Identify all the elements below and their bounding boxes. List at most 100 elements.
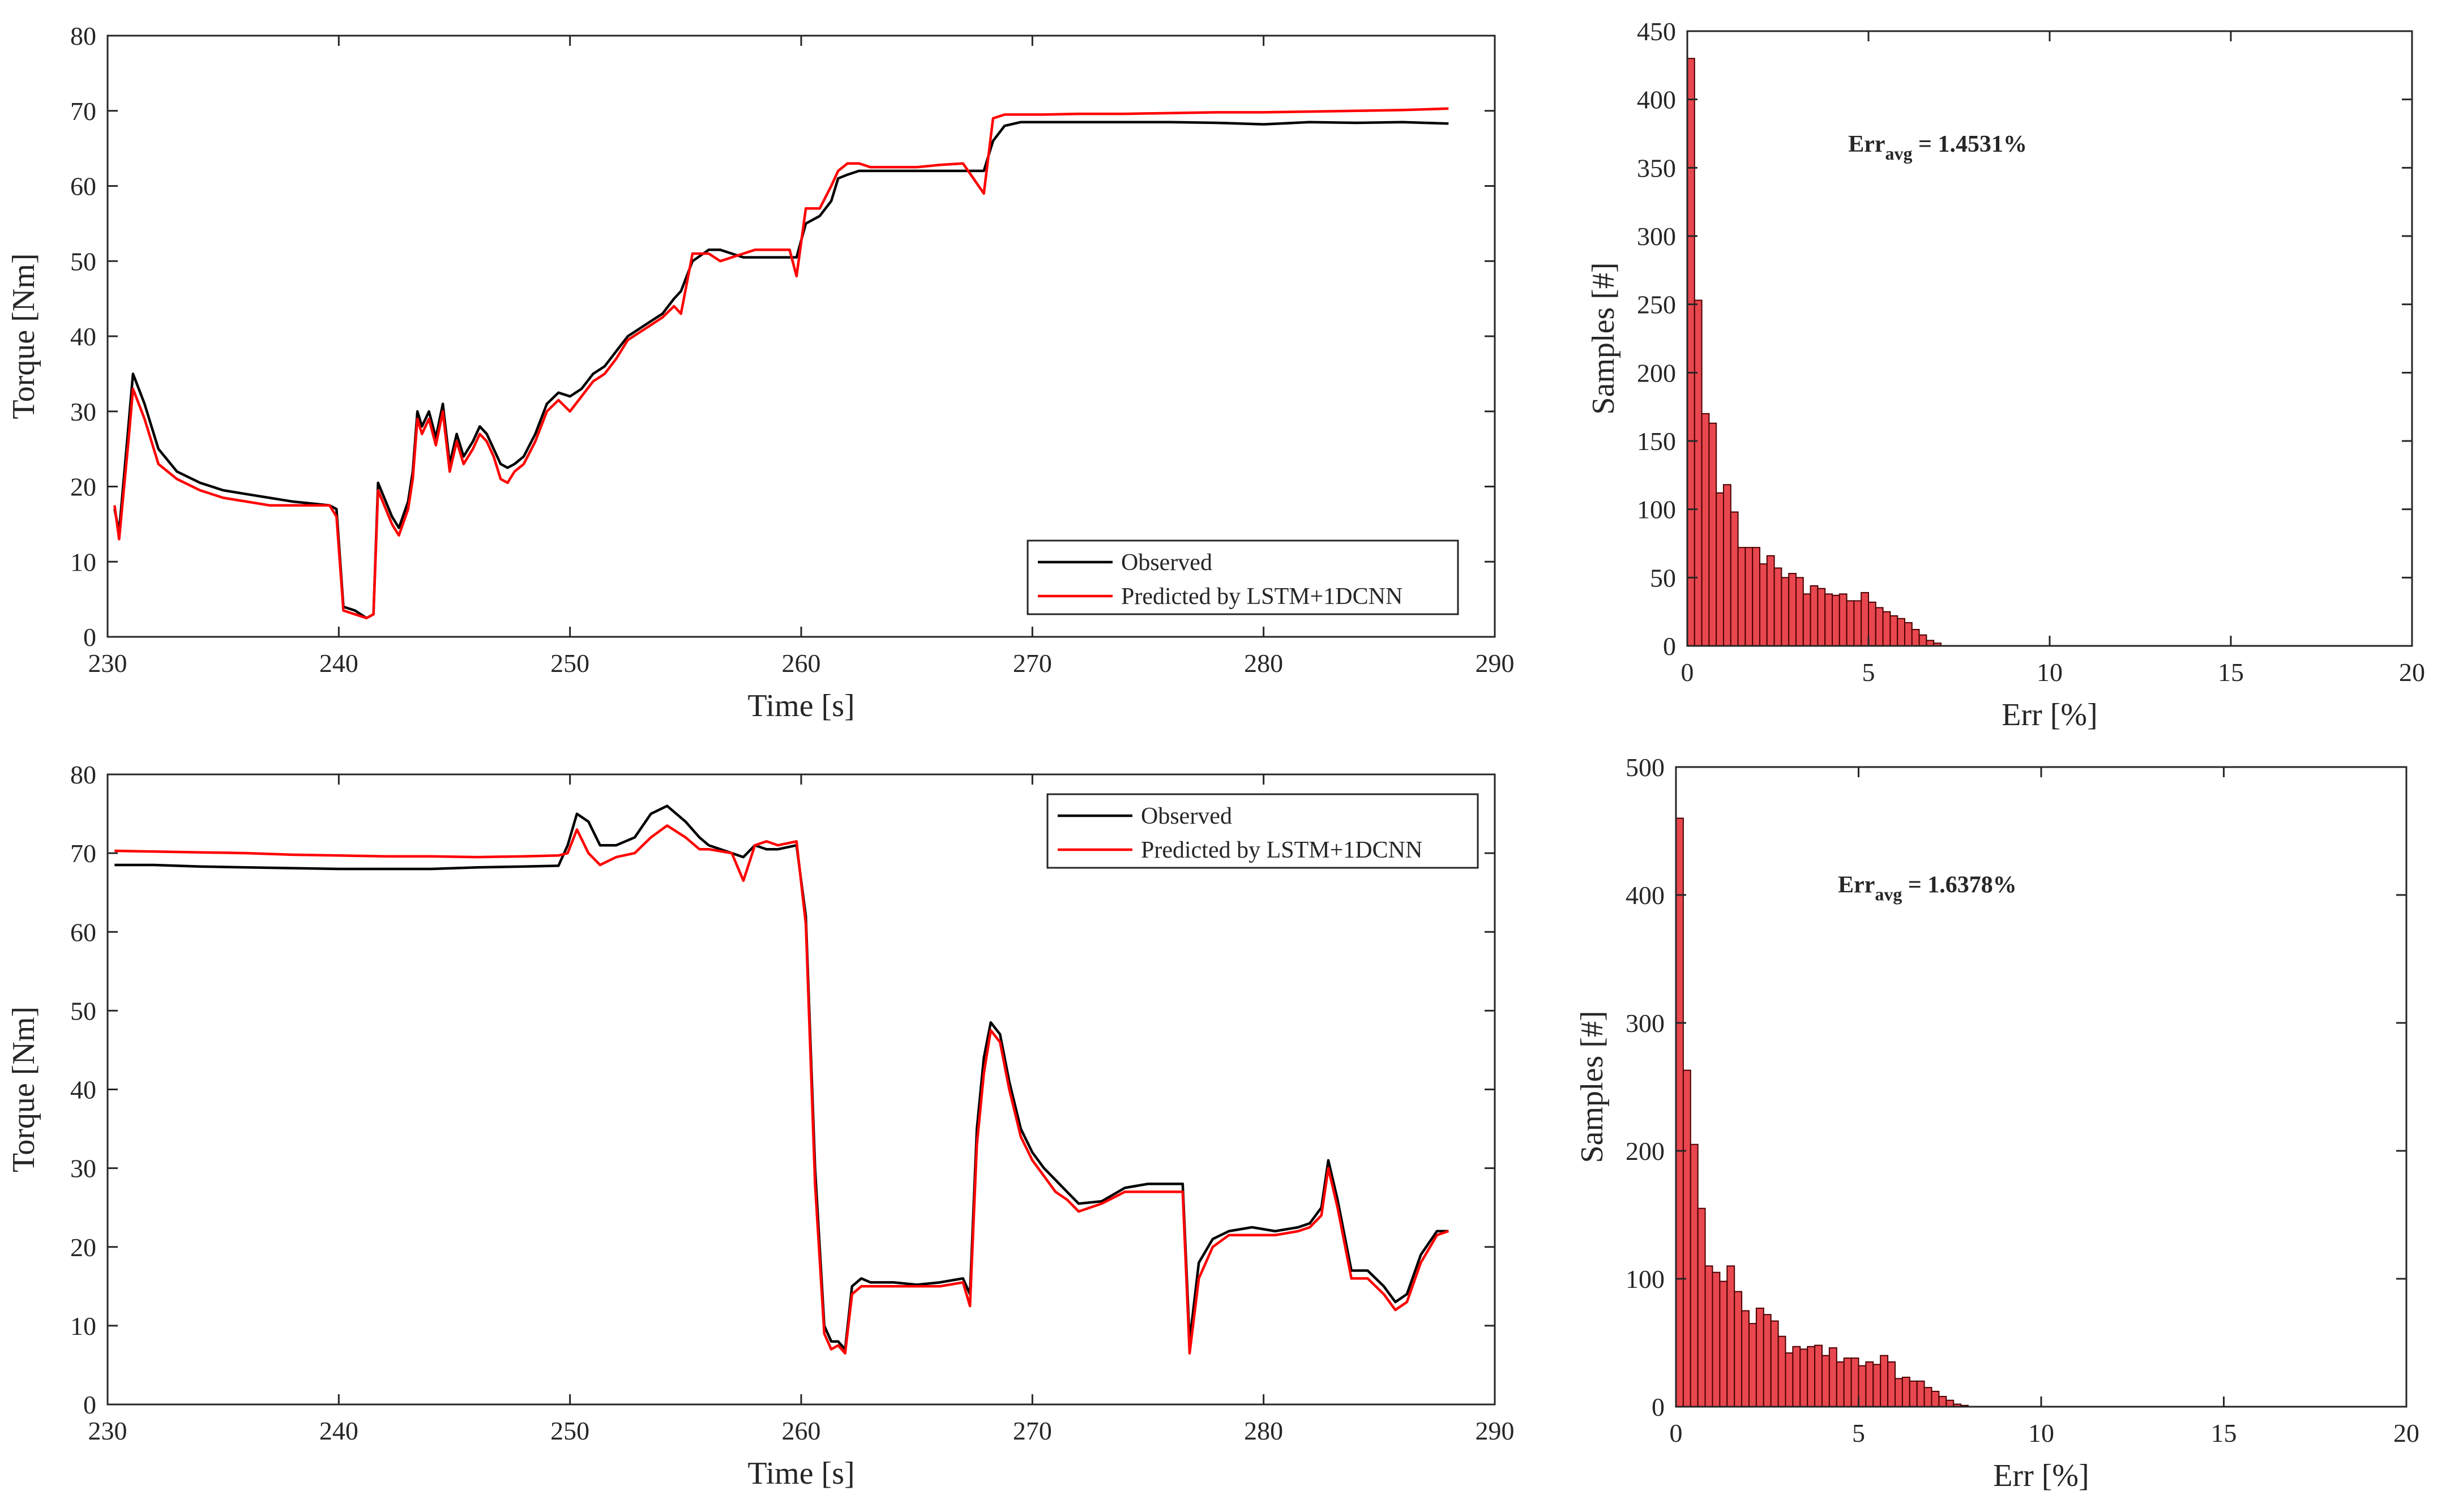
y-tick-label: 70 — [70, 839, 96, 868]
histogram-bar — [1777, 1335, 1786, 1407]
y-tick-label: 450 — [1637, 17, 1676, 46]
y-tick-label: 50 — [1650, 563, 1676, 592]
histogram-bar — [1785, 1352, 1794, 1408]
histogram-bars — [1675, 817, 1969, 1408]
histogram-bar — [1781, 577, 1790, 646]
histogram-bar — [1773, 567, 1782, 646]
histogram-bar — [1828, 1347, 1837, 1408]
histogram-bar — [1838, 593, 1848, 646]
histogram-bar — [1770, 1320, 1779, 1408]
y-tick-label: 50 — [70, 247, 96, 276]
histogram-bar — [1814, 1344, 1823, 1408]
x-tick-label: 230 — [88, 1416, 127, 1445]
y-tick-label: 40 — [70, 1076, 96, 1104]
y-axis-label: Samples [#] — [1586, 262, 1621, 414]
y-tick-label: 350 — [1637, 153, 1676, 182]
x-tick-label: 20 — [2399, 658, 2425, 687]
error-average-annotation: Erravg = 1.4531% — [1848, 131, 2027, 164]
histogram-bar — [1850, 1357, 1859, 1408]
histogram-bar — [1788, 573, 1797, 646]
histogram-bar — [1853, 600, 1862, 646]
x-axis-label: Time [s] — [747, 1456, 854, 1491]
histogram-bar — [1889, 615, 1898, 646]
x-tick-label: 250 — [550, 1416, 589, 1445]
legend-label: Predicted by LSTM+1DCNN — [1141, 837, 1422, 863]
histogram-bar — [1807, 1346, 1816, 1408]
legend: Observed Predicted by LSTM+1DCNN — [1027, 539, 1459, 615]
y-tick-label: 200 — [1637, 358, 1676, 387]
y-tick-label: 60 — [70, 918, 96, 946]
histogram-bar — [1712, 1271, 1721, 1407]
y-tick-label: 400 — [1637, 85, 1676, 114]
histogram-bar — [1931, 1390, 1940, 1407]
histogram-bar — [1916, 1380, 1925, 1408]
histogram-bar — [1799, 1348, 1808, 1408]
x-tick-label: 290 — [1476, 649, 1515, 678]
histogram-bar — [1734, 1291, 1743, 1408]
x-tick-label: 0 — [1670, 1419, 1683, 1447]
x-axis-label: Err [%] — [2002, 697, 2097, 733]
y-tick-label: 0 — [83, 623, 96, 652]
y-axis-label: Samples [#] — [1575, 1010, 1610, 1163]
histogram-bar — [1766, 555, 1775, 646]
top-left-line: 230 240 250 260 270 280 290 0 10 20 30 40 50 60 70 80 Ti… — [6, 22, 1515, 723]
y-tick-label: 200 — [1626, 1137, 1665, 1166]
x-tick-label: 290 — [1476, 1416, 1515, 1445]
series-predicted-line — [114, 824, 1449, 1355]
histogram-bar — [1858, 1365, 1867, 1407]
x-tick-label: 260 — [782, 1416, 821, 1445]
y-tick-label: 300 — [1626, 1009, 1665, 1038]
legend-box — [1027, 539, 1459, 615]
histogram-bar — [1752, 547, 1760, 646]
histogram-bar — [1690, 1143, 1699, 1407]
histogram-bar — [1755, 1307, 1764, 1407]
histogram-bar — [1817, 588, 1826, 647]
y-tick-label: 100 — [1637, 495, 1676, 524]
y-tick-label: 0 — [83, 1390, 96, 1419]
x-tick-label: 10 — [2028, 1419, 2054, 1447]
histogram-bar — [1741, 1310, 1750, 1407]
histogram-bar — [1843, 1357, 1852, 1408]
legend: Observed Predicted by LSTM+1DCNN — [1046, 793, 1479, 869]
histogram-bar — [1880, 1355, 1889, 1408]
x-tick-label: 270 — [1013, 1416, 1052, 1445]
x-tick-label: 5 — [1852, 1419, 1865, 1447]
histogram-bar — [1704, 1265, 1713, 1407]
histogram-bar — [1945, 1399, 1955, 1407]
histogram-bar — [1675, 817, 1684, 1407]
y-tick-label: 10 — [70, 547, 96, 576]
histogram-bar — [1759, 563, 1768, 647]
histogram-bar — [1865, 1361, 1874, 1407]
x-axis-label: Time [s] — [747, 688, 854, 723]
y-axis-label: Torque [Nm] — [6, 253, 41, 419]
histogram-bar — [1726, 1265, 1735, 1407]
histogram-bar — [1821, 1355, 1830, 1408]
histogram-bar — [1748, 1323, 1757, 1408]
axes-frame — [1686, 30, 2413, 647]
x-tick-label: 0 — [1681, 658, 1694, 687]
histogram-bar — [1737, 547, 1746, 646]
y-tick-label: 0 — [1663, 632, 1676, 661]
y-tick-label: 400 — [1626, 881, 1665, 910]
series-predicted-line — [113, 107, 1449, 620]
histogram-bar — [1810, 585, 1819, 647]
y-tick-label: 70 — [70, 97, 96, 126]
histogram-bar — [1872, 1364, 1881, 1407]
y-tick-label: 40 — [70, 322, 96, 351]
x-tick-label: 280 — [1244, 1416, 1283, 1445]
x-tick-label: 240 — [319, 1416, 358, 1445]
legend-box — [1046, 793, 1479, 869]
x-tick-label: 10 — [2037, 658, 2063, 687]
histogram-bar — [1723, 484, 1731, 647]
histogram-bar — [1708, 422, 1717, 646]
histogram-bar — [1895, 1378, 1903, 1408]
x-tick-label: 270 — [1013, 649, 1052, 678]
axes-frame — [1675, 766, 2407, 1408]
histogram-bar — [1846, 600, 1855, 646]
y-tick-label: 30 — [70, 1154, 96, 1183]
x-tick-label: 5 — [1862, 658, 1875, 687]
histogram-bar — [1795, 577, 1804, 646]
y-tick-label: 10 — [70, 1312, 96, 1340]
